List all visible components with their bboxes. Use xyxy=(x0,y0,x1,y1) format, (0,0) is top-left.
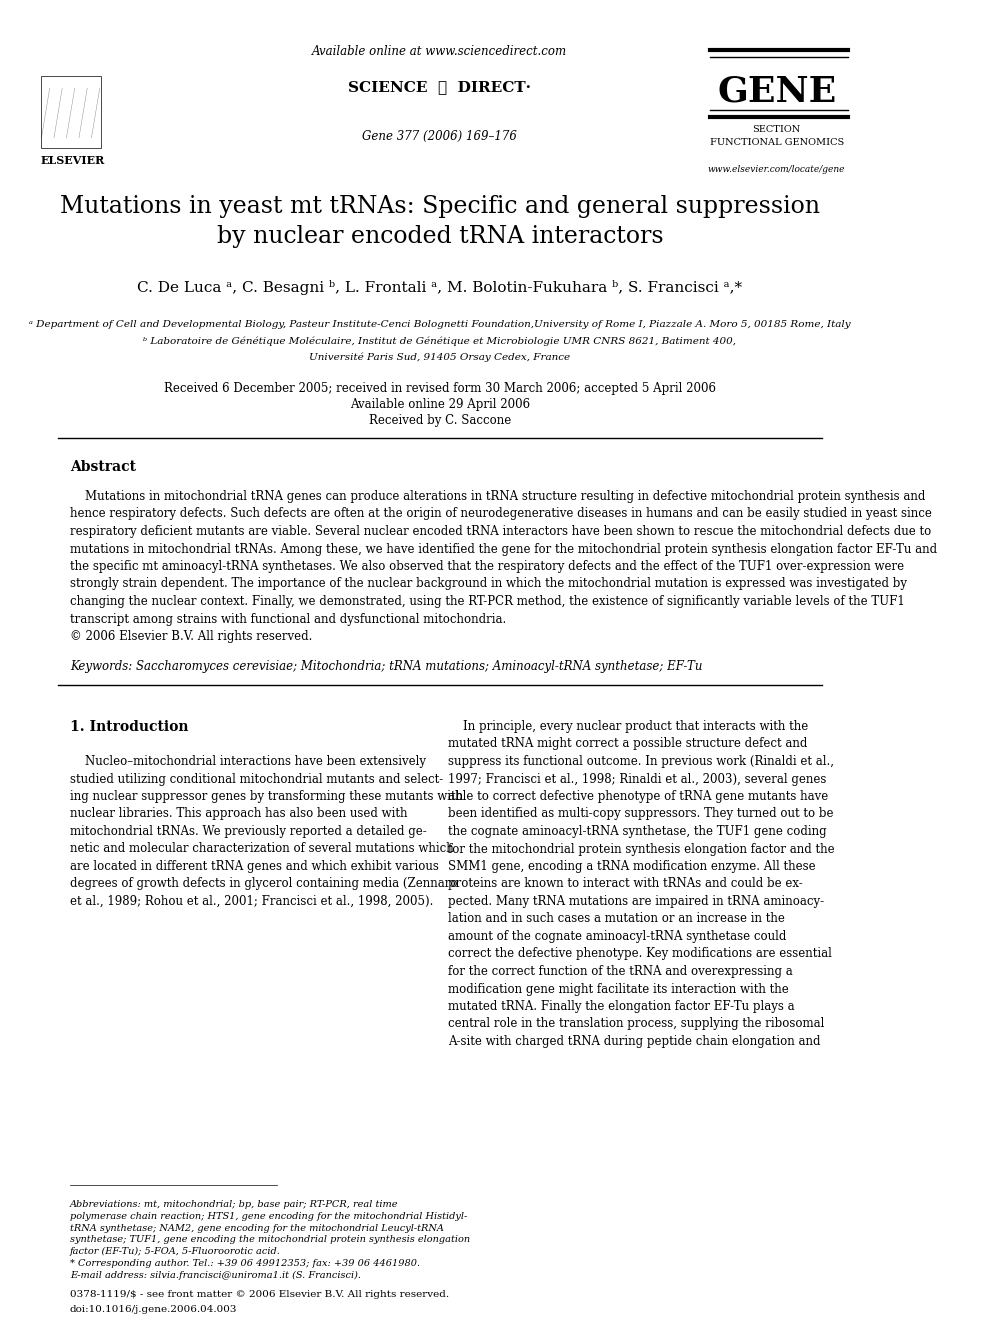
Text: Nucleo–mitochondrial interactions have been extensively
studied utilizing condit: Nucleo–mitochondrial interactions have b… xyxy=(69,755,463,908)
Text: Gene 377 (2006) 169–176: Gene 377 (2006) 169–176 xyxy=(362,130,518,143)
Text: Keywords: Saccharomyces cerevisiae; Mitochondria; tRNA mutations; Aminoacyl-tRNA: Keywords: Saccharomyces cerevisiae; Mito… xyxy=(69,660,702,673)
Text: Received by C. Saccone: Received by C. Saccone xyxy=(369,414,511,427)
Text: Available online at www.sciencedirect.com: Available online at www.sciencedirect.co… xyxy=(312,45,567,58)
Text: www.elsevier.com/locate/gene: www.elsevier.com/locate/gene xyxy=(708,165,845,175)
Text: Mutations in mitochondrial tRNA genes can produce alterations in tRNA structure : Mutations in mitochondrial tRNA genes ca… xyxy=(69,490,936,643)
Text: Abstract: Abstract xyxy=(69,460,136,474)
Text: SECTION: SECTION xyxy=(753,124,801,134)
Text: GENE: GENE xyxy=(717,75,836,108)
Text: Abbreviations: mt, mitochondrial; bp, base pair; RT-PCR, real time
polymerase ch: Abbreviations: mt, mitochondrial; bp, ba… xyxy=(69,1200,470,1281)
Text: Université Paris Sud, 91405 Orsay Cedex, France: Université Paris Sud, 91405 Orsay Cedex,… xyxy=(310,352,570,361)
Text: doi:10.1016/j.gene.2006.04.003: doi:10.1016/j.gene.2006.04.003 xyxy=(69,1304,237,1314)
Text: C. De Luca ᵃ, C. Besagni ᵇ, L. Frontali ᵃ, M. Bolotin-Fukuhara ᵇ, S. Francisci ᵃ: C. De Luca ᵃ, C. Besagni ᵇ, L. Frontali … xyxy=(137,280,742,295)
Text: In principle, every nuclear product that interacts with the
mutated tRNA might c: In principle, every nuclear product that… xyxy=(448,720,835,1048)
Text: Received 6 December 2005; received in revised form 30 March 2006; accepted 5 Apr: Received 6 December 2005; received in re… xyxy=(164,382,716,396)
Text: FUNCTIONAL GENOMICS: FUNCTIONAL GENOMICS xyxy=(709,138,844,147)
Text: Available online 29 April 2006: Available online 29 April 2006 xyxy=(350,398,530,411)
Text: ᵇ Laboratoire de Génétique Moléculaire, Institut de Génétique et Microbiologie U: ᵇ Laboratoire de Génétique Moléculaire, … xyxy=(144,337,736,347)
Text: 1. Introduction: 1. Introduction xyxy=(69,720,188,734)
Text: ELSEVIER: ELSEVIER xyxy=(40,155,104,165)
Text: ᵃ Department of Cell and Developmental Biology, Pasteur Institute-Cenci Bolognet: ᵃ Department of Cell and Developmental B… xyxy=(29,320,851,329)
Text: Mutations in yeast mt tRNAs: Specific and general suppression
by nuclear encoded: Mutations in yeast mt tRNAs: Specific an… xyxy=(60,194,820,249)
Text: SCIENCE  ⓓ  DIRECT·: SCIENCE ⓓ DIRECT· xyxy=(348,79,532,94)
Text: 0378-1119/$ - see front matter © 2006 Elsevier B.V. All rights reserved.: 0378-1119/$ - see front matter © 2006 El… xyxy=(69,1290,449,1299)
Bar xyxy=(42,75,101,148)
